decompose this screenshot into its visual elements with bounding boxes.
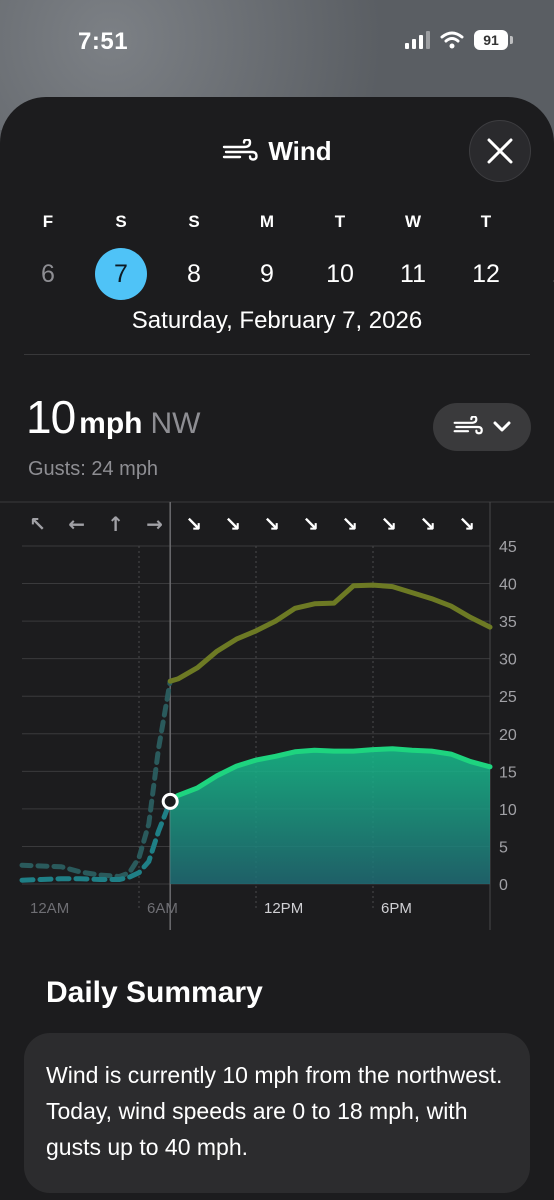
y-tick-label: 35 bbox=[499, 614, 517, 631]
day-of-week: F bbox=[42, 212, 54, 231]
direction-arrow: ↘ bbox=[419, 512, 436, 536]
day-7[interactable]: 1 bbox=[529, 212, 554, 300]
current-unit: mph bbox=[79, 407, 143, 440]
y-tick-label: 20 bbox=[499, 727, 517, 744]
current-direction: NW bbox=[150, 407, 201, 440]
x-tick-label: 12AM bbox=[30, 900, 69, 917]
y-tick-label: 25 bbox=[499, 689, 517, 706]
direction-arrow: ↘ bbox=[224, 512, 241, 536]
sheet-title: Wind bbox=[268, 136, 332, 166]
y-tick-label: 30 bbox=[499, 652, 517, 669]
current-speed: 10 bbox=[26, 391, 76, 443]
y-tick-label: 15 bbox=[499, 764, 517, 781]
x-tick-label: 6PM bbox=[381, 900, 412, 917]
wind-line-past bbox=[19, 798, 173, 883]
wind-area bbox=[170, 748, 490, 884]
chart-type-menu-button[interactable] bbox=[433, 403, 531, 451]
wind-chart[interactable]: 45 40 35 30 25 20 15 10 5 0 12AM 6AM 12PM 6PM ↖ ← ↑ → ↘ ↘ ↘ ↘… bbox=[0, 500, 554, 930]
direction-arrow: ← bbox=[68, 512, 85, 536]
day-of-week: W bbox=[404, 212, 422, 231]
direction-arrow: ↑ bbox=[107, 512, 124, 536]
direction-arrow: ↘ bbox=[458, 512, 475, 536]
day-of-week: M bbox=[259, 212, 275, 231]
close-icon bbox=[487, 138, 513, 164]
direction-arrow: → bbox=[146, 512, 163, 536]
day-number: 8 bbox=[187, 260, 201, 288]
wind-icon bbox=[223, 138, 259, 161]
summary-title: Daily Summary bbox=[46, 976, 263, 1009]
status-icons: 91 bbox=[405, 30, 513, 50]
direction-arrow: ↘ bbox=[302, 512, 319, 536]
current-wind: 10 mph NW bbox=[26, 390, 200, 444]
chevron-down-icon bbox=[493, 421, 511, 432]
wind-sheet bbox=[0, 97, 554, 1200]
summary-text: Wind is currently 10 mph from the northw… bbox=[46, 1062, 503, 1160]
direction-arrow: ↘ bbox=[341, 512, 358, 536]
day-5[interactable]: W 11 bbox=[383, 212, 443, 300]
day-number: 11 bbox=[400, 260, 426, 288]
day-number: 1 bbox=[533, 248, 554, 300]
day-number: 12 bbox=[472, 260, 500, 288]
x-tick-label: 6AM bbox=[147, 900, 178, 917]
status-time: 7:51 bbox=[78, 28, 129, 55]
current-point-marker bbox=[161, 792, 179, 810]
sheet-header: Wind bbox=[0, 136, 554, 167]
day-number: 7 bbox=[95, 248, 147, 300]
y-tick-label: 10 bbox=[499, 802, 517, 819]
wind-icon bbox=[453, 416, 483, 435]
gust-line-past bbox=[19, 678, 173, 880]
y-tick-label: 45 bbox=[499, 539, 517, 556]
status-bar: 7:51 91 bbox=[0, 0, 554, 90]
direction-arrow: ↖ bbox=[29, 512, 46, 536]
direction-arrow: ↘ bbox=[185, 512, 202, 536]
direction-arrow: ↘ bbox=[380, 512, 397, 536]
summary-card: Wind is currently 10 mph from the northw… bbox=[24, 1033, 530, 1193]
day-of-week: S bbox=[115, 212, 127, 231]
wind-line bbox=[167, 746, 493, 804]
battery-icon: 91 bbox=[474, 30, 513, 50]
divider bbox=[24, 354, 530, 355]
close-button[interactable] bbox=[469, 120, 531, 182]
day-number: 6 bbox=[41, 260, 55, 288]
current-gusts: Gusts: 24 mph bbox=[28, 458, 159, 480]
day-of-week bbox=[529, 212, 554, 236]
day-picker: F6S7S8M9T10W11T121 bbox=[0, 212, 554, 302]
day-number: 10 bbox=[326, 260, 354, 288]
day-4[interactable]: T 10 bbox=[310, 212, 370, 300]
day-number: 9 bbox=[260, 260, 274, 288]
wifi-icon bbox=[440, 31, 464, 49]
selected-date: Saturday, February 7, 2026 bbox=[131, 307, 423, 334]
direction-arrow: ↘ bbox=[263, 512, 280, 536]
day-6[interactable]: T 12 bbox=[456, 212, 516, 300]
day-of-week: T bbox=[334, 212, 346, 231]
y-tick-label: 40 bbox=[499, 577, 517, 594]
cellular-signal-icon bbox=[405, 31, 430, 49]
y-tick-label: 5 bbox=[499, 839, 508, 856]
day-of-week: T bbox=[480, 212, 492, 231]
y-tick-label: 0 bbox=[499, 877, 508, 894]
x-tick-label: 12PM bbox=[264, 900, 303, 917]
day-of-week: S bbox=[188, 212, 200, 231]
gust-line bbox=[167, 582, 493, 684]
